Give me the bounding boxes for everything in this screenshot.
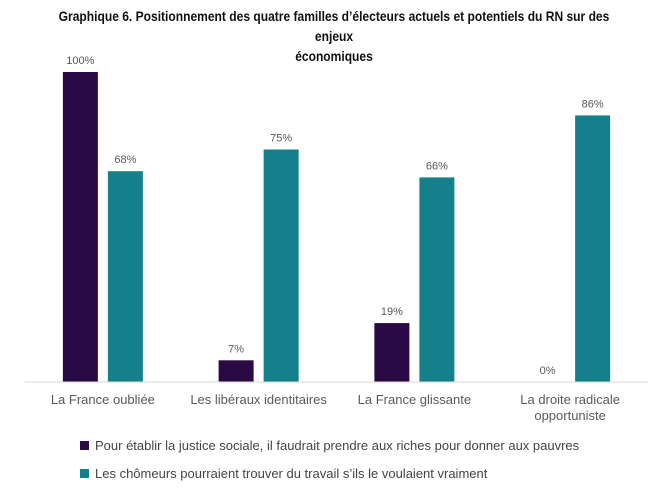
bar-2-1 <box>107 171 143 382</box>
legend: Pour établir la justice sociale, il faud… <box>80 436 579 492</box>
bar-2-3 <box>419 177 455 382</box>
data-label-2-2: 75% <box>270 133 292 145</box>
category-label-1: La France oubliée <box>51 392 155 407</box>
data-label-2-3: 66% <box>426 160 448 172</box>
data-label-1-1: 100% <box>66 55 94 67</box>
category-label-3: La France glissante <box>358 392 471 407</box>
chart-title-line-1: Graphique 6. Positionnement des quatre f… <box>58 8 610 44</box>
bar-1-3 <box>374 323 410 382</box>
legend-item-series-1: Pour établir la justice sociale, il faud… <box>80 436 579 454</box>
category-label-2: Les libéraux identitaires <box>190 392 327 407</box>
data-label-1-4: 0% <box>540 365 556 377</box>
bar-chart: 100% 68% La France oubliée 7% 75% Les libérau… <box>25 55 648 423</box>
bar-2-4 <box>575 115 611 383</box>
data-label-1-2: 7% <box>228 343 244 355</box>
chart-title-line-2: économiques <box>295 48 373 64</box>
legend-label-series-1: Pour établir la justice sociale, il faud… <box>95 437 580 453</box>
data-label-2-1: 68% <box>114 154 136 166</box>
category-label-4-line-1: La droite radicale <box>520 392 620 407</box>
category-label-4-line-2: opportuniste <box>534 408 606 423</box>
bar-1-2 <box>218 360 254 382</box>
legend-label-series-2: Les chômeurs pourraient trouver du trava… <box>95 465 488 481</box>
data-label-2-4: 86% <box>582 98 604 110</box>
legend-item-series-2: Les chômeurs pourraient trouver du trava… <box>80 464 579 482</box>
legend-swatch-series-2 <box>80 468 89 478</box>
bar-1-1 <box>62 72 98 382</box>
data-label-1-3: 19% <box>381 306 403 318</box>
bar-2-2 <box>263 149 299 382</box>
chart-title: Graphique 6. Positionnement des quatre f… <box>47 6 621 66</box>
legend-swatch-series-1 <box>80 440 89 450</box>
